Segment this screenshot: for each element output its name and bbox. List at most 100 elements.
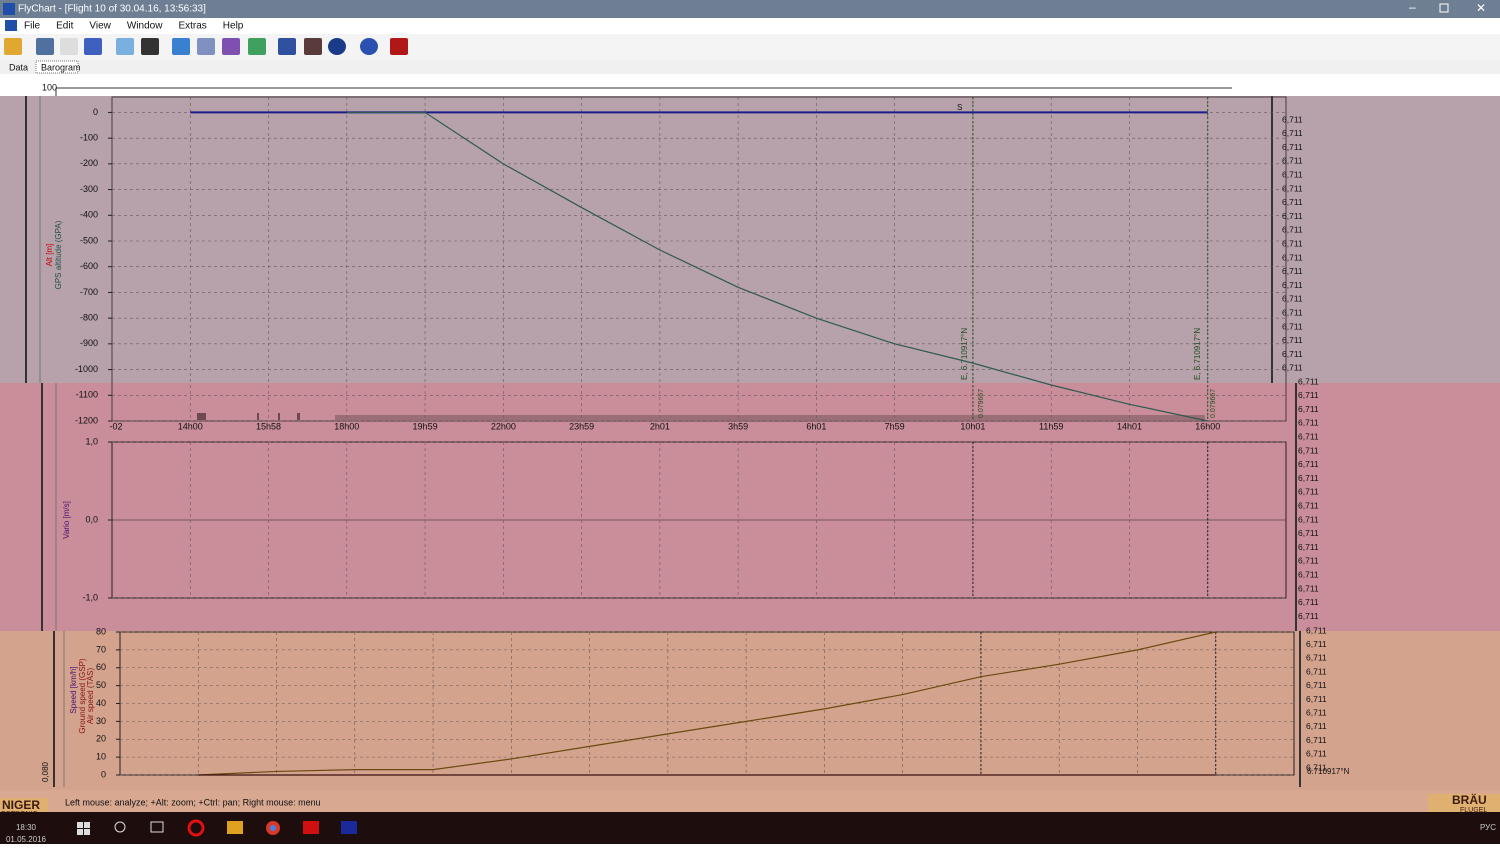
toolbar-button[interactable] — [278, 38, 296, 55]
value-cell: 6,711 — [1306, 721, 1327, 731]
minimize-button[interactable]: – — [1409, 0, 1416, 14]
menu-item[interactable]: Extras — [178, 21, 206, 32]
y-tick-label: 0 — [93, 107, 98, 117]
toolbar-button[interactable] — [141, 38, 159, 55]
clock-time[interactable]: 18:30 — [16, 823, 37, 832]
value-cell: 6,711 — [1282, 307, 1303, 317]
toolbar-button[interactable] — [222, 38, 240, 55]
app-icon — [3, 3, 15, 15]
event-bar — [197, 413, 206, 420]
y-tick-label: 80 — [96, 626, 106, 636]
event-band — [335, 415, 1205, 420]
value-cell: 6,711 — [1306, 653, 1327, 663]
y-tick-label: 40 — [96, 698, 106, 708]
y-tick-label: 50 — [96, 680, 106, 690]
value-cell: 6,711 — [1306, 625, 1327, 635]
start-button[interactable] — [84, 822, 90, 828]
toolbar-button[interactable] — [197, 38, 215, 55]
x-tick-label: 16h00 — [1195, 421, 1220, 431]
tab[interactable]: Data — [9, 62, 28, 72]
status-bar — [0, 790, 1500, 812]
x-tick-label: 7h59 — [885, 421, 905, 431]
ruler — [0, 74, 1500, 96]
status-text: Left mouse: analyze; +Alt: zoom; +Ctrl: … — [65, 797, 321, 807]
tab-strip — [0, 60, 1500, 74]
toolbar-button[interactable] — [36, 38, 54, 55]
language-indicator[interactable]: РУС — [1480, 823, 1496, 832]
start-button[interactable] — [77, 829, 83, 835]
toolbar-button[interactable] — [248, 38, 266, 55]
start-button[interactable] — [77, 822, 83, 828]
y-tick-label: 20 — [96, 734, 106, 744]
y-tick-label: -900 — [80, 338, 98, 348]
clock-date[interactable]: 01.05.2016 — [6, 835, 47, 844]
y-tick-label: -500 — [80, 235, 98, 245]
active-tab[interactable] — [35, 60, 79, 74]
axis-title: Speed [km/h] — [69, 666, 78, 713]
value-cell: 6,711 — [1282, 363, 1303, 373]
value-cell: 6,711 — [1306, 680, 1327, 690]
y-tick-label: -1100 — [76, 390, 98, 400]
opera-icon[interactable] — [187, 819, 205, 837]
toolbar-button[interactable] — [304, 38, 322, 55]
toolbar-button[interactable] — [390, 38, 408, 55]
chrome-icon[interactable] — [270, 825, 276, 831]
y-tick-label: -1,0 — [82, 592, 98, 602]
value-cell: 6,711 — [1282, 349, 1303, 359]
restore-button[interactable] — [1439, 3, 1449, 13]
toolbar-button[interactable] — [60, 38, 78, 55]
toolbar-button[interactable] — [4, 38, 22, 55]
start-button[interactable] — [84, 829, 90, 835]
value-cell: 6,711 — [1298, 500, 1319, 510]
toolbar-button[interactable] — [172, 38, 190, 55]
app-icon[interactable] — [303, 821, 319, 834]
speed-panel — [0, 631, 1500, 790]
event-bar — [297, 413, 300, 420]
search-icon[interactable] — [114, 821, 126, 833]
app-icon[interactable] — [341, 821, 357, 834]
value-cell: 6,711 — [1298, 459, 1319, 469]
x-tick-label: 14h00 — [178, 421, 203, 431]
toolbar-button[interactable] — [360, 38, 378, 55]
value-cell: 6,711 — [1298, 418, 1319, 428]
toolbar-button[interactable] — [116, 38, 134, 55]
explorer-icon[interactable] — [227, 821, 243, 834]
event-bars — [197, 413, 1205, 420]
value-cell: 6,711 — [1298, 445, 1319, 455]
value-cell: 6,711 — [1282, 252, 1303, 262]
axis-title: Alt [m] — [45, 244, 54, 267]
x-tick-label: -02 — [109, 421, 122, 431]
left-value: 0,080 — [41, 761, 50, 782]
menu-item[interactable]: View — [89, 21, 111, 32]
menu-item[interactable]: Window — [127, 21, 163, 32]
close-button[interactable]: ✕ — [1476, 1, 1486, 15]
value-cell: 6,711 — [1282, 280, 1303, 290]
y-tick-label: 0,0 — [85, 514, 98, 524]
value-cell: 6,711 — [1306, 762, 1327, 772]
value-cell: 6,711 — [1298, 569, 1319, 579]
toolbar-button[interactable] — [84, 38, 102, 55]
menu-item[interactable]: File — [24, 21, 41, 32]
logo-right — [1428, 794, 1500, 812]
y-tick-label: -800 — [80, 313, 98, 323]
x-tick-label: 23h59 — [569, 421, 594, 431]
y-tick-label: 0 — [101, 769, 106, 779]
coordinate-label: 0.079667 — [978, 389, 985, 418]
task-view-icon[interactable] — [150, 821, 164, 833]
value-cell: 6,711 — [1282, 335, 1303, 345]
menu-item[interactable]: Edit — [56, 21, 73, 32]
x-tick-label: 14h01 — [1117, 421, 1142, 431]
value-cell: 6,711 — [1282, 156, 1303, 166]
y-tick-label: 1,0 — [85, 436, 98, 446]
value-cell: 6,711 — [1306, 639, 1327, 649]
tab[interactable]: Barogram — [41, 62, 81, 72]
marker-label: S — [957, 103, 962, 112]
value-cell: 6,711 — [1298, 473, 1319, 483]
toolbar-button[interactable] — [328, 38, 346, 55]
menu-item[interactable]: Help — [223, 21, 244, 32]
value-cell: 6,711 — [1298, 376, 1319, 386]
menu-bar — [0, 18, 1500, 34]
value-cell: 6,711 — [1306, 666, 1327, 676]
